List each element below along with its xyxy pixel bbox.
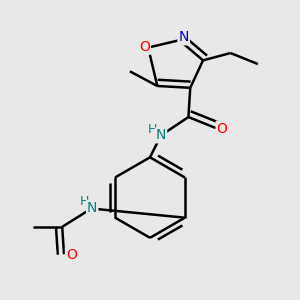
Text: H: H — [148, 123, 158, 136]
Text: O: O — [66, 248, 77, 262]
Text: N: N — [156, 128, 166, 142]
Text: O: O — [217, 122, 227, 136]
Text: N: N — [178, 30, 189, 44]
Text: N: N — [87, 201, 98, 215]
Text: H: H — [80, 196, 89, 208]
Text: O: O — [139, 40, 150, 54]
